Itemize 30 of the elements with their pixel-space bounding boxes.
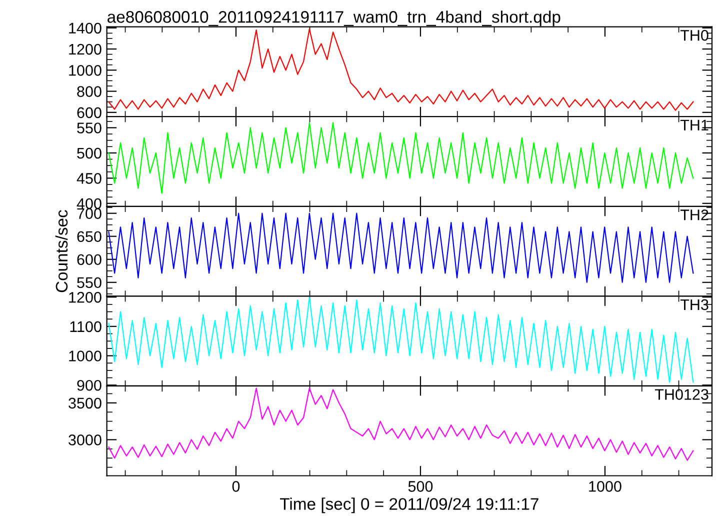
y-tick-label: 1200 <box>69 292 102 303</box>
y-tick-label: 600 <box>77 254 102 266</box>
series-label: TH3 <box>680 299 708 310</box>
y-tick-label: 1100 <box>70 321 102 332</box>
y-tick-label: 1000 <box>69 350 102 362</box>
series-label: TH1 <box>680 120 708 130</box>
y-tick-label: 1400 <box>69 22 102 34</box>
text: TH0 <box>680 30 708 41</box>
x-tick-label: 500 <box>408 481 433 492</box>
chart-title: ae806080010_20110924191117_wam0_trn_4band_short.qdp <box>108 10 560 26</box>
y-tick-label: 1200 <box>69 44 102 55</box>
y-axis-title: Counts/sec <box>55 210 68 292</box>
y-tick-label: 1000 <box>69 65 102 76</box>
text: TH0123 <box>654 389 708 400</box>
y-tick-label: 650 <box>77 231 102 242</box>
y-tick-label: 700 <box>77 208 102 219</box>
y-tick-label: 500 <box>77 148 102 159</box>
y-tick-label: 450 <box>76 173 102 184</box>
y-tick-label: 3500 <box>68 398 102 409</box>
y-tick-label: 550 <box>77 277 102 288</box>
y-tick-label: 600 <box>77 107 102 118</box>
y-tick-label: 3000 <box>68 434 102 446</box>
y-tick-label: 800 <box>77 86 102 97</box>
x-axis-title: Time [sec] 0 = 2011/09/24 19:11:17 <box>280 498 538 514</box>
y-tick-label: 550 <box>77 122 102 134</box>
x-tick-label: 0 <box>232 481 240 492</box>
y-tick-label: 400 <box>76 198 102 210</box>
y-tick-label: 900 <box>77 380 102 391</box>
x-tick-label: 1000 <box>589 481 622 492</box>
series-label: TH2 <box>680 209 708 220</box>
